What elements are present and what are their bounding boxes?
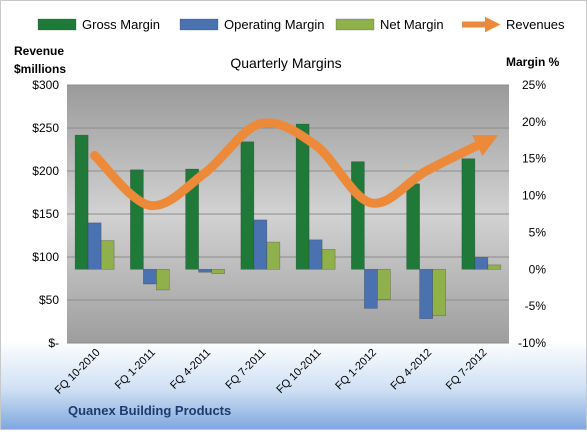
bar-operating-margin xyxy=(253,219,268,270)
right-axis-ticks: -10% -5% 0% 5% 10% 15% 20% 25% xyxy=(518,78,546,350)
left-tick-label: $150 xyxy=(32,207,59,221)
right-tick-label: 5% xyxy=(529,225,547,239)
bar-operating-margin xyxy=(419,268,433,319)
bottom-gradient-band xyxy=(0,340,587,430)
bar-gross-margin xyxy=(240,141,255,270)
legend-swatch xyxy=(335,18,375,31)
left-tick-label: $250 xyxy=(32,121,59,135)
bar-gross-margin xyxy=(185,168,199,270)
right-axis-title: Margin % xyxy=(506,55,560,69)
bar-gross-margin xyxy=(406,183,420,270)
bar-operating-margin xyxy=(308,239,323,270)
right-tick-label: 25% xyxy=(522,78,546,92)
legend-swatch xyxy=(179,18,219,31)
bar-net-margin xyxy=(211,268,225,275)
bar-operating-margin xyxy=(364,268,378,309)
legend: Gross Margin Operating Margin Net Margin Re… xyxy=(37,16,565,33)
bar-gross-margin xyxy=(351,161,365,270)
left-tick-label: $200 xyxy=(32,164,59,178)
bar-net-margin xyxy=(321,249,336,270)
bar-gross-margin xyxy=(461,158,476,270)
bar-operating-margin xyxy=(198,268,212,273)
left-axis-title-line1: Revenue xyxy=(14,44,64,58)
left-axis-title-line2: $millions xyxy=(14,62,66,76)
bar-net-margin xyxy=(432,268,446,317)
left-tick-label: $- xyxy=(48,336,59,350)
right-tick-label: -10% xyxy=(518,336,546,350)
bar-operating-margin xyxy=(143,268,157,285)
chart-title: Quarterly Margins xyxy=(230,55,341,71)
bar-gross-margin xyxy=(74,134,89,270)
bar-net-margin xyxy=(487,264,502,270)
bar-net-margin xyxy=(377,268,391,300)
right-tick-label: 10% xyxy=(522,189,546,203)
right-tick-label: 15% xyxy=(522,152,546,166)
bar-series xyxy=(74,123,502,319)
revenue-line xyxy=(90,118,499,210)
left-tick-label: $50 xyxy=(39,293,59,307)
revenue-line-series xyxy=(90,118,499,210)
legend-swatch xyxy=(37,18,77,31)
legend-label: Revenues xyxy=(506,17,565,32)
legend-label: Operating Margin xyxy=(224,17,324,32)
bar-gross-margin xyxy=(130,169,144,270)
left-axis-ticks: $- $50 $100 $150 $200 $250 $300 xyxy=(32,78,59,350)
right-tick-label: 20% xyxy=(522,115,546,129)
left-tick-label: $100 xyxy=(32,250,59,264)
right-tick-label: -5% xyxy=(525,299,547,313)
left-tick-label: $300 xyxy=(32,78,59,92)
bar-operating-margin xyxy=(87,222,102,270)
bar-net-margin xyxy=(100,240,115,270)
bar-net-margin xyxy=(156,268,170,291)
legend-label: Gross Margin xyxy=(82,17,160,32)
bar-operating-margin xyxy=(474,257,489,270)
bar-net-margin xyxy=(266,241,281,270)
company-name: Quanex Building Products xyxy=(68,403,231,418)
right-tick-label: 0% xyxy=(529,262,547,276)
legend-label: Net Margin xyxy=(380,17,444,32)
bar-gross-margin xyxy=(295,123,310,270)
